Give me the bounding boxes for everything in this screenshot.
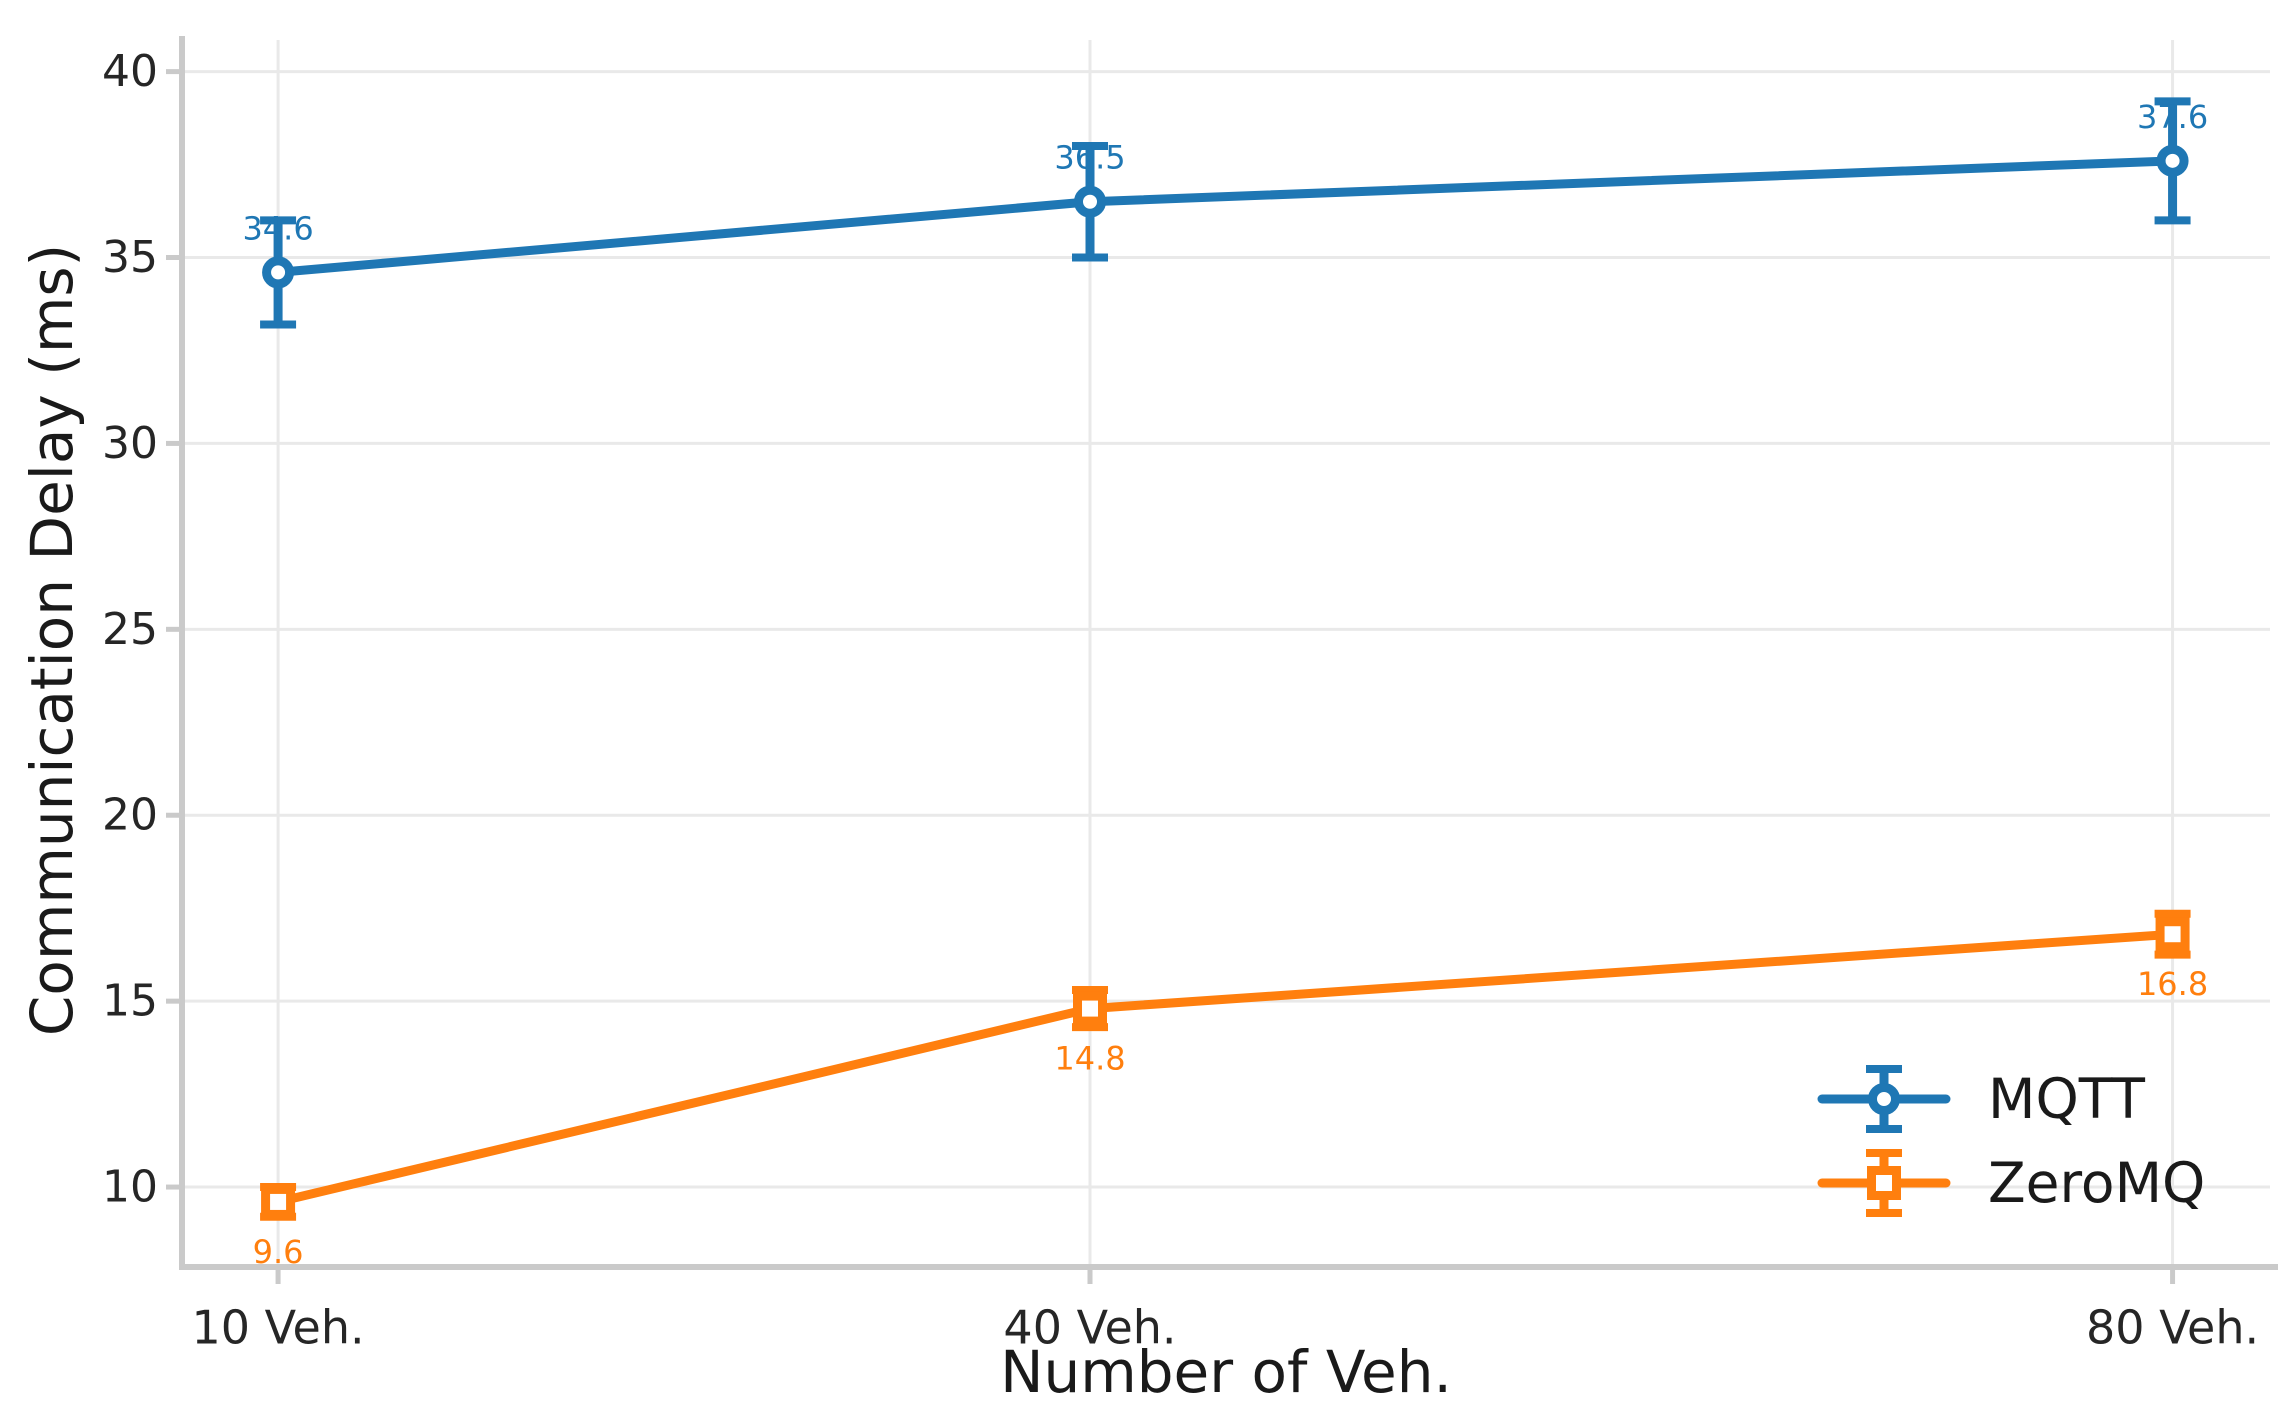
data-point-marker-square	[1073, 991, 1108, 1026]
data-label: 36.5	[1054, 139, 1125, 177]
y-axis-tick-label: 35	[102, 232, 158, 283]
data-label: 16.8	[2137, 965, 2208, 1003]
legend-label: MQTT	[1988, 1067, 2145, 1131]
y-axis-tick-label: 40	[102, 46, 158, 97]
x-axis-title: Number of Veh.	[1000, 1338, 1452, 1406]
data-label: 37.6	[2137, 98, 2208, 136]
y-axis-tick-label: 15	[102, 976, 158, 1027]
x-axis-tick-label: 40 Veh.	[1003, 1300, 1176, 1354]
y-axis-tick-label: 30	[102, 418, 158, 469]
y-axis-tick-label: 10	[102, 1162, 158, 1213]
data-label: 34.6	[242, 209, 313, 247]
data-point-marker-square	[2155, 917, 2190, 952]
y-axis-tick-label: 20	[102, 790, 158, 841]
data-point-marker-circle	[1074, 185, 1107, 218]
data-point-marker-square	[261, 1184, 296, 1219]
data-point-marker-circle	[2156, 144, 2189, 177]
y-axis-title: Communication Delay (ms)	[18, 244, 86, 1036]
x-axis-tick-label: 80 Veh.	[2086, 1300, 2259, 1354]
data-label: 14.8	[1054, 1040, 1125, 1078]
x-axis-tick-label: 10 Veh.	[192, 1300, 365, 1354]
legend-marker-circle	[1868, 1083, 1900, 1115]
data-point-marker-circle	[262, 256, 295, 289]
data-label: 9.6	[253, 1233, 304, 1271]
legend-label: ZeroMQ	[1988, 1151, 2205, 1215]
y-axis-tick-label: 25	[102, 604, 158, 655]
legend-marker-square	[1867, 1166, 1901, 1200]
